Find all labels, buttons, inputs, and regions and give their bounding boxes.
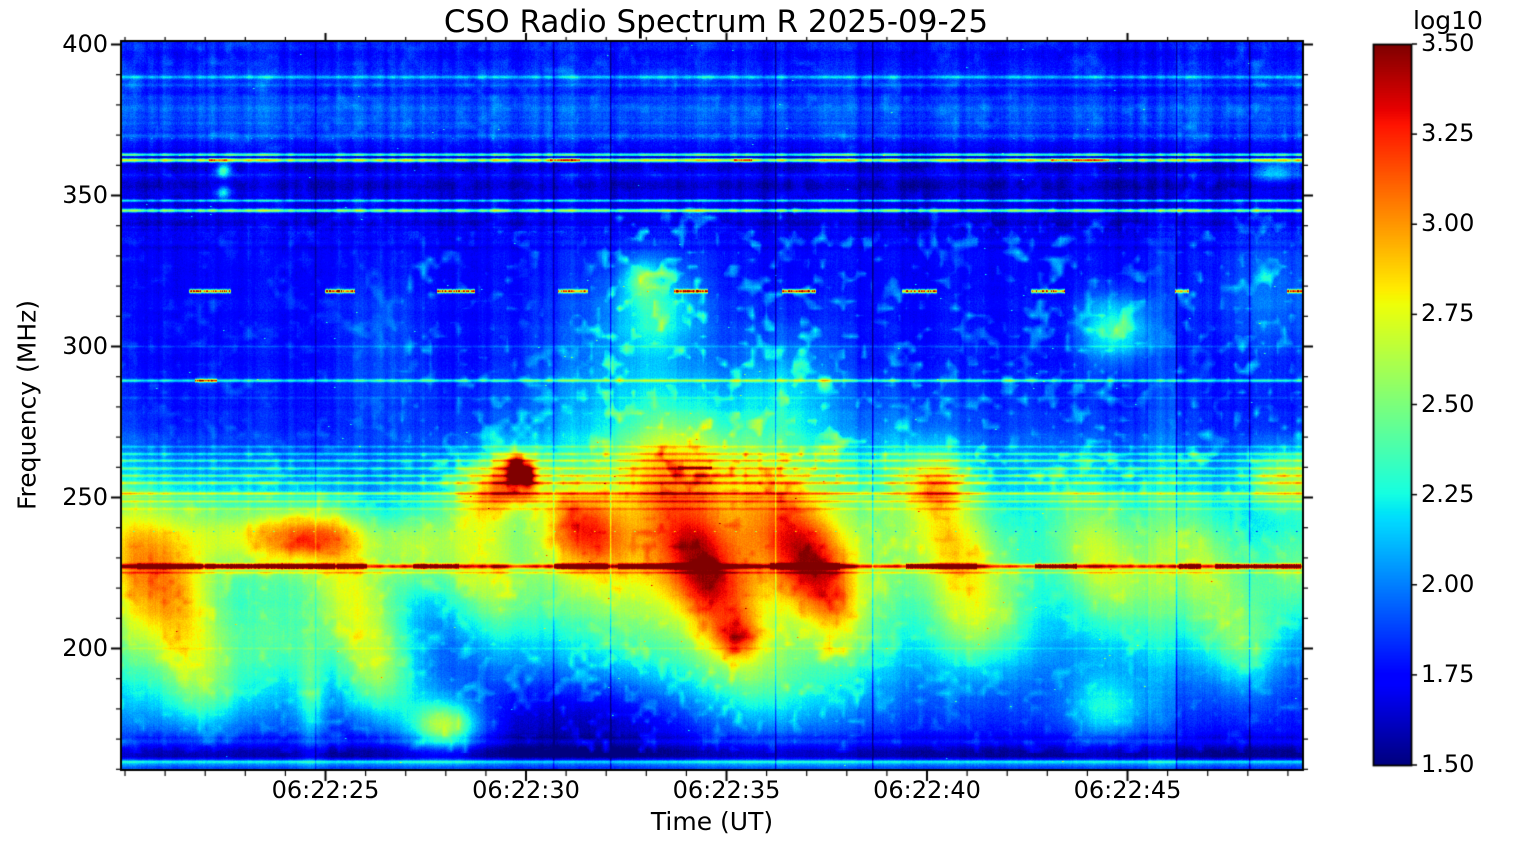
colorbar-tick-label: 3.00 [1421, 209, 1475, 238]
y-tick-label: 300 [62, 331, 108, 360]
colorbar-title: log10 [1413, 6, 1483, 35]
colorbar-tick-label: 2.50 [1421, 389, 1475, 418]
x-tick-label: 06:22:25 [271, 776, 380, 804]
colorbar-tick-label: 2.25 [1421, 479, 1475, 508]
colorbar-tick-label: 2.00 [1421, 569, 1475, 598]
y-tick-label: 350 [62, 180, 108, 209]
colorbar-tick-label: 3.50 [1421, 29, 1475, 57]
y-tick-label: 250 [62, 482, 108, 511]
colorbar-tick-label: 2.75 [1421, 299, 1475, 328]
colorbar-tick-label: 3.25 [1421, 119, 1475, 148]
y-tick-label: 200 [62, 633, 108, 662]
x-tick-label: 06:22:40 [873, 776, 981, 804]
x-axis-label: Time (UT) [650, 807, 774, 836]
colorbar-tick-label: 1.75 [1421, 659, 1475, 688]
x-tick-label: 06:22:45 [1073, 776, 1182, 804]
x-tick-label: 06:22:30 [472, 776, 580, 804]
y-tick-label: 400 [62, 29, 108, 58]
chart-title: CSO Radio Spectrum R 2025-09-25 [443, 4, 989, 40]
colorbar-tick-label: 1.50 [1421, 750, 1475, 778]
x-tick-label: 06:22:35 [672, 776, 781, 804]
